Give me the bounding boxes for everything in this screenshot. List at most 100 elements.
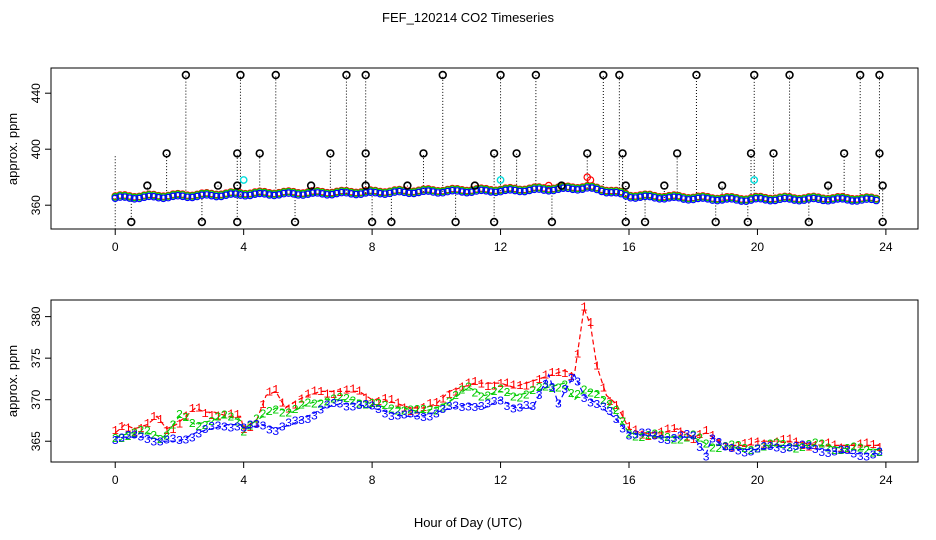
series-blue-point bbox=[419, 187, 428, 196]
series-blue-point bbox=[636, 193, 645, 201]
series-3-marker: 3 bbox=[131, 428, 138, 442]
series-blue-point bbox=[318, 189, 327, 198]
series-2-marker: 2 bbox=[118, 432, 125, 446]
series-1-marker: 1 bbox=[452, 385, 459, 399]
series-blue-point bbox=[260, 190, 269, 198]
series-blue-point bbox=[679, 195, 688, 203]
series-blue-point bbox=[756, 194, 765, 203]
outlier-point bbox=[618, 149, 627, 158]
series-blue-point bbox=[506, 186, 514, 194]
series-3-marker: 3 bbox=[677, 429, 684, 443]
series-blue-point bbox=[116, 193, 124, 201]
series-1-marker: 1 bbox=[182, 409, 189, 423]
series-blue-point bbox=[241, 191, 250, 200]
series-3-marker: 3 bbox=[163, 433, 170, 447]
series-2-marker: 2 bbox=[690, 429, 697, 443]
series-2-marker: 2 bbox=[420, 403, 427, 417]
outlier-point bbox=[547, 217, 557, 227]
series-1-marker: 1 bbox=[632, 423, 639, 437]
series-blue-point bbox=[159, 194, 168, 203]
bottom-x-tick-label: 12 bbox=[494, 473, 508, 487]
series-blue-point bbox=[149, 192, 158, 201]
series-2-marker: 2 bbox=[824, 441, 831, 455]
series-3-marker: 3 bbox=[240, 422, 247, 436]
series-1-marker: 1 bbox=[773, 435, 780, 449]
series-blue-point bbox=[670, 193, 678, 201]
series-3-marker: 3 bbox=[491, 395, 498, 409]
series-blue-point bbox=[805, 195, 813, 203]
series-1-marker: 1 bbox=[157, 413, 164, 427]
outlier-point bbox=[621, 181, 630, 190]
series-1-marker: 1 bbox=[818, 437, 825, 451]
series-blue-point bbox=[660, 194, 669, 203]
series-blue-point bbox=[284, 189, 293, 197]
series-blue-point bbox=[520, 187, 529, 196]
series-2-marker: 2 bbox=[234, 415, 241, 429]
series-3-marker: 3 bbox=[279, 421, 286, 435]
series-3-marker: 3 bbox=[234, 420, 241, 434]
series-3-marker: 3 bbox=[112, 434, 119, 448]
series-1-marker: 1 bbox=[548, 366, 555, 380]
series-1-marker: 1 bbox=[202, 407, 209, 421]
series-2-marker: 2 bbox=[812, 436, 819, 450]
series-1-marker: 1 bbox=[831, 439, 838, 453]
series-2-marker: 2 bbox=[253, 413, 260, 427]
series-1-marker: 1 bbox=[606, 395, 613, 409]
series-2-marker: 2 bbox=[182, 411, 189, 425]
series-1-marker: 1 bbox=[369, 397, 376, 411]
series-2-marker: 2 bbox=[741, 442, 748, 456]
series-blue-point bbox=[776, 195, 784, 204]
series-1-marker: 1 bbox=[863, 436, 870, 450]
series-2-marker: 2 bbox=[369, 397, 376, 411]
series-3-marker: 3 bbox=[221, 421, 228, 435]
cyan-point bbox=[239, 176, 248, 184]
series-2-marker: 2 bbox=[227, 411, 234, 425]
series-1-marker: 1 bbox=[298, 393, 305, 407]
series-1-marker: 1 bbox=[163, 424, 170, 438]
series-1-marker: 1 bbox=[658, 426, 665, 440]
series-3-marker: 3 bbox=[510, 402, 517, 416]
series-3-marker: 3 bbox=[799, 438, 806, 452]
series-blue-point bbox=[790, 196, 799, 204]
top-x-tick-label: 20 bbox=[751, 240, 765, 254]
series-1-marker: 1 bbox=[291, 398, 298, 412]
series-blue-point bbox=[549, 186, 558, 195]
series-1-marker: 1 bbox=[150, 410, 157, 424]
outlier-point bbox=[387, 217, 396, 227]
series-1-marker: 1 bbox=[446, 388, 453, 402]
series-3-marker: 3 bbox=[600, 400, 607, 414]
series-2-marker: 2 bbox=[561, 379, 568, 393]
series-blue-point bbox=[140, 193, 148, 202]
series-2-marker: 2 bbox=[715, 442, 722, 456]
series-2-marker: 2 bbox=[619, 415, 626, 429]
series-3-marker: 3 bbox=[658, 433, 665, 447]
series-2-marker: 2 bbox=[452, 389, 459, 403]
series-2-marker: 2 bbox=[799, 441, 806, 455]
series-3-marker: 3 bbox=[529, 400, 536, 414]
series-3-marker: 3 bbox=[426, 411, 433, 425]
series-blue-point bbox=[222, 191, 230, 200]
top-x-tick-label: 12 bbox=[494, 240, 508, 254]
outlier-point bbox=[143, 181, 152, 190]
series-blue-point bbox=[684, 196, 693, 204]
outlier-point bbox=[839, 149, 849, 158]
series-3-marker: 3 bbox=[169, 432, 176, 446]
series-1-marker: 1 bbox=[747, 436, 754, 450]
series-blue-point bbox=[848, 197, 856, 205]
series-1-marker: 1 bbox=[375, 395, 382, 409]
series-blue-point bbox=[270, 191, 278, 200]
outlier-point bbox=[489, 149, 499, 158]
series-2-marker: 2 bbox=[587, 386, 594, 400]
series-blue-point bbox=[727, 195, 736, 203]
series-3-marker: 3 bbox=[805, 439, 812, 453]
outlier-point bbox=[197, 217, 207, 227]
series-blue-point bbox=[862, 195, 871, 203]
series-blue-point bbox=[207, 191, 216, 200]
series-3-marker: 3 bbox=[304, 413, 311, 427]
series-2-marker: 2 bbox=[670, 434, 677, 448]
series-1-marker: 1 bbox=[837, 441, 844, 455]
series-1-marker: 1 bbox=[625, 420, 632, 434]
series-2-marker: 2 bbox=[613, 404, 620, 418]
series-2-marker: 2 bbox=[702, 437, 709, 451]
series-2-marker: 2 bbox=[394, 405, 401, 419]
